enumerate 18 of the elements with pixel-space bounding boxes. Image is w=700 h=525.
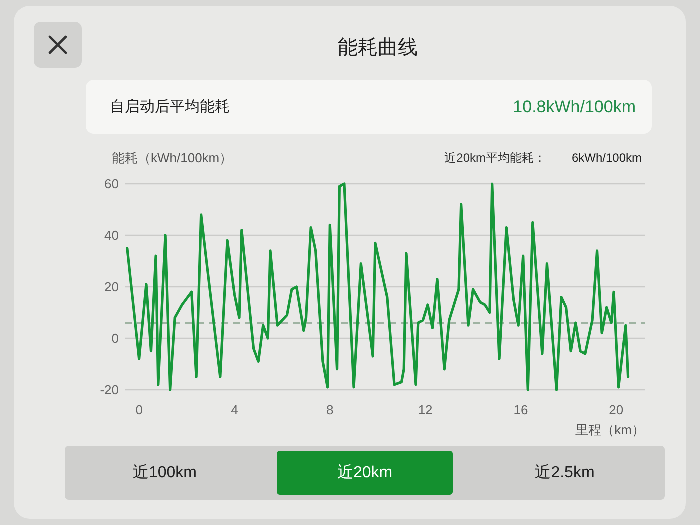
y-tick-label: 0 [112,331,119,346]
x-tick-label: 16 [514,402,528,418]
title: 能耗曲线 [338,37,418,59]
x-tick-label: 0 [136,402,143,418]
annotation: 自启动后平均能耗 [110,98,230,116]
annotation: 10.8kWh/100km [513,98,636,116]
y-tick-label: -20 [100,382,119,398]
x-tick-label: 8 [326,402,334,418]
y-tick-label: 40 [104,228,119,243]
annotation: 近20km平均能耗： [444,151,546,165]
annotation: 6kWh/100km [572,151,642,165]
y-tick-label: 20 [104,280,119,294]
y-tick-label: 60 [104,176,119,192]
ylabel: 能耗（kWh/100km） [112,150,233,166]
x-tick-label: 4 [231,402,238,418]
xlabel: 里程（km） [576,422,645,438]
x-tick-label: 20 [609,402,624,418]
x-tick-label: 12 [418,402,433,418]
